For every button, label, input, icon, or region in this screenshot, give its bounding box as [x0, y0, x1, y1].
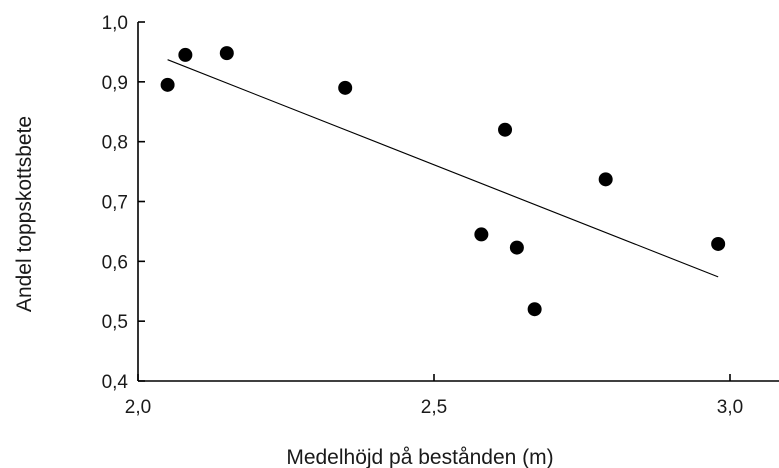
data-point — [474, 227, 489, 242]
y-tick-label: 0,6 — [102, 252, 128, 273]
data-point — [219, 46, 234, 61]
x-tick-label: 2,5 — [421, 397, 447, 418]
y-ticks: 0,4 0,5 0,6 0,7 0,8 0,9 1,0 — [102, 13, 145, 393]
x-tick-label: 2,0 — [125, 397, 151, 418]
data-point — [498, 122, 513, 137]
x-ticks: 2,0 2,5 3,0 — [125, 374, 743, 418]
data-point — [178, 47, 193, 62]
data-point — [527, 302, 542, 317]
y-tick-label: 0,9 — [102, 73, 128, 94]
y-tick-label: 0,4 — [102, 372, 129, 393]
data-point — [598, 172, 613, 187]
data-point — [711, 236, 726, 251]
y-tick-label: 1,0 — [102, 13, 128, 34]
y-axis-title: Andel toppskottsbete — [13, 116, 36, 312]
y-tick-label: 0,8 — [102, 133, 128, 154]
x-axis-title: Medelhöjd på bestånden (m) — [286, 446, 553, 468]
axes — [137, 22, 779, 382]
y-tick-label: 0,7 — [102, 193, 128, 214]
data-points — [160, 46, 726, 317]
x-tick-label: 3,0 — [717, 397, 743, 418]
data-point — [160, 77, 175, 92]
data-point — [338, 80, 353, 95]
y-tick-label: 0,5 — [102, 312, 128, 333]
trend-line — [167, 59, 719, 278]
data-point — [509, 240, 524, 255]
